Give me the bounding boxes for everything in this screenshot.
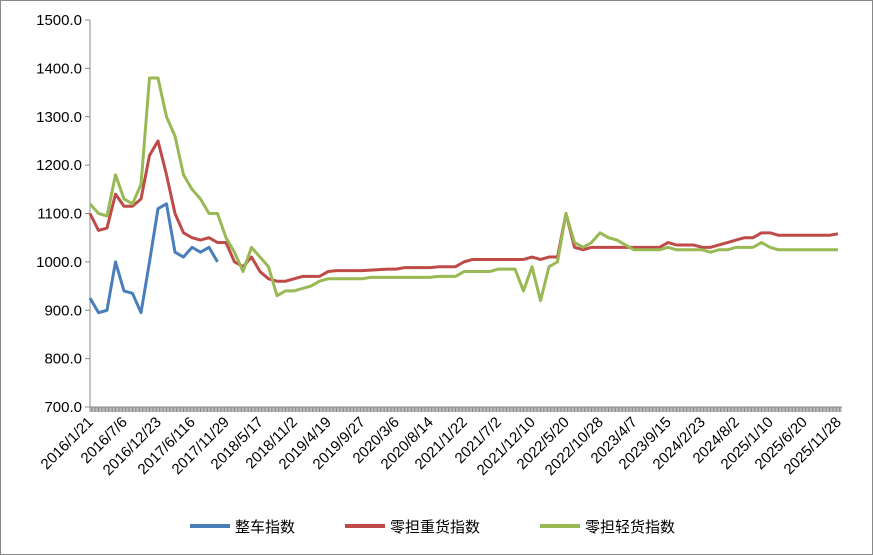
y-tick-label: 1300.0 — [36, 109, 82, 126]
y-tick-label: 800.0 — [44, 351, 82, 368]
y-tick-label: 1200.0 — [36, 157, 82, 174]
y-tick-label: 1100.0 — [37, 206, 82, 223]
legend-label: 零担重货指数 — [390, 519, 480, 536]
legend-label: 整车指数 — [235, 519, 295, 536]
series-line — [88, 139, 839, 283]
legend-label: 零担轻货指数 — [585, 519, 675, 536]
series-line — [88, 202, 219, 315]
series-line — [88, 76, 838, 303]
y-tick-label: 1500.0 — [36, 12, 82, 29]
y-tick-label: 1400.0 — [36, 60, 82, 77]
y-tick-label: 1000.0 — [36, 254, 82, 271]
y-tick-label: 700.0 — [44, 399, 82, 416]
y-tick-label: 900.0 — [44, 302, 82, 319]
